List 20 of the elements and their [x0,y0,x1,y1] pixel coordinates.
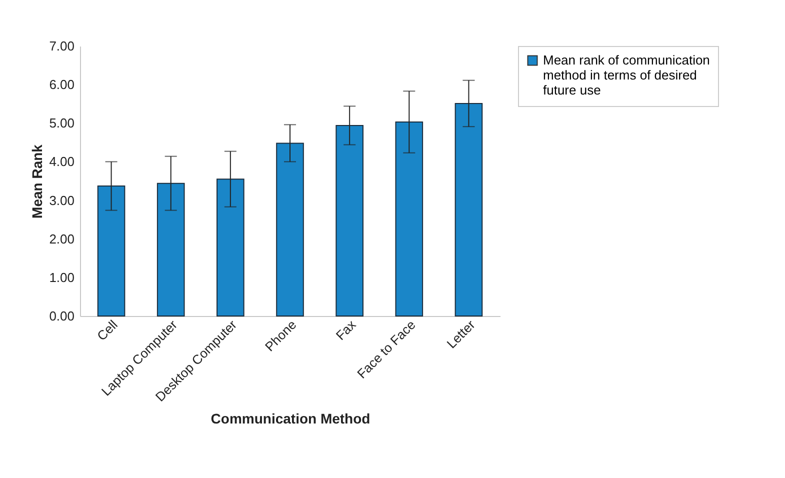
bar [156,182,185,316]
y-tick-label: 5.00 [49,116,74,131]
y-tick-label: 1.00 [49,270,74,285]
y-tick-label: 2.00 [49,231,74,246]
legend-label: Mean rank of communication method in terms of desired future use [543,52,710,98]
x-axis-title: Communication Method [210,410,370,426]
bar [276,142,304,316]
bar [395,121,424,316]
y-axis-title: Mean Rank [29,144,46,218]
y-tick-label: 0.00 [49,308,74,324]
y-tick-label: 3.00 [49,192,74,208]
bar [216,178,244,316]
bar [454,102,483,316]
bar [336,124,364,316]
y-tick-label: 6.00 [49,77,74,92]
x-tick-label: Fax [332,316,360,344]
y-tick-label: 4.00 [49,154,74,170]
y-tick-label: 7.00 [49,38,74,54]
x-tick-label: Cell [94,317,121,344]
bar [97,186,126,316]
